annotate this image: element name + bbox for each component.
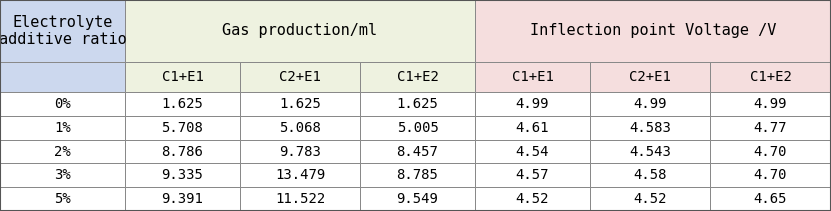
Bar <box>125 0 475 62</box>
Text: 4.77: 4.77 <box>754 121 787 135</box>
Bar <box>360 140 475 163</box>
Text: 8.457: 8.457 <box>396 145 439 158</box>
Bar <box>475 62 590 92</box>
Bar <box>0 0 125 62</box>
Bar <box>125 92 240 116</box>
Bar <box>240 92 360 116</box>
Bar <box>590 62 710 92</box>
Bar <box>125 163 240 187</box>
Bar <box>710 140 831 163</box>
Text: 8.785: 8.785 <box>396 168 439 182</box>
Text: 0%: 0% <box>54 97 71 111</box>
Text: Gas production/ml: Gas production/ml <box>223 23 377 38</box>
Text: 4.70: 4.70 <box>754 145 787 158</box>
Text: 4.543: 4.543 <box>629 145 671 158</box>
Bar <box>360 163 475 187</box>
Bar <box>475 116 590 140</box>
Bar <box>475 92 590 116</box>
Bar <box>240 187 360 211</box>
Bar <box>240 163 360 187</box>
Bar <box>125 140 240 163</box>
Bar <box>475 187 590 211</box>
Bar <box>240 62 360 92</box>
Text: 4.54: 4.54 <box>516 145 549 158</box>
Text: 4.61: 4.61 <box>516 121 549 135</box>
Text: Electrolyte
additive ratio: Electrolyte additive ratio <box>0 15 126 47</box>
Text: 1%: 1% <box>54 121 71 135</box>
Bar <box>0 92 125 116</box>
Text: 9.549: 9.549 <box>396 192 439 206</box>
Text: 8.786: 8.786 <box>161 145 204 158</box>
Bar <box>710 92 831 116</box>
Text: 13.479: 13.479 <box>275 168 325 182</box>
Text: C1+E1: C1+E1 <box>161 70 204 84</box>
Bar <box>240 140 360 163</box>
Bar <box>590 92 710 116</box>
Text: 11.522: 11.522 <box>275 192 325 206</box>
Bar <box>125 62 240 92</box>
Text: C2+E1: C2+E1 <box>629 70 671 84</box>
Text: C1+E1: C1+E1 <box>512 70 553 84</box>
Text: 4.583: 4.583 <box>629 121 671 135</box>
Text: 4.70: 4.70 <box>754 168 787 182</box>
Bar <box>0 187 125 211</box>
Bar <box>240 116 360 140</box>
Text: 9.391: 9.391 <box>161 192 204 206</box>
Text: 4.65: 4.65 <box>754 192 787 206</box>
Text: 3%: 3% <box>54 168 71 182</box>
Text: 5.068: 5.068 <box>279 121 321 135</box>
Bar <box>590 187 710 211</box>
Bar <box>360 92 475 116</box>
Bar <box>0 62 125 92</box>
Text: 5.005: 5.005 <box>396 121 439 135</box>
Bar <box>590 140 710 163</box>
Text: 4.52: 4.52 <box>516 192 549 206</box>
Bar <box>360 116 475 140</box>
Text: 4.52: 4.52 <box>633 192 666 206</box>
Bar <box>710 62 831 92</box>
Bar <box>710 163 831 187</box>
Text: 4.57: 4.57 <box>516 168 549 182</box>
Text: 4.99: 4.99 <box>516 97 549 111</box>
Text: 9.335: 9.335 <box>161 168 204 182</box>
Bar <box>475 163 590 187</box>
Bar <box>0 163 125 187</box>
Bar <box>360 187 475 211</box>
Text: 4.58: 4.58 <box>633 168 666 182</box>
Text: Inflection point Voltage /V: Inflection point Voltage /V <box>530 23 776 38</box>
Text: C2+E1: C2+E1 <box>279 70 321 84</box>
Text: 2%: 2% <box>54 145 71 158</box>
Text: 1.625: 1.625 <box>161 97 204 111</box>
Text: 1.625: 1.625 <box>279 97 321 111</box>
Bar <box>590 116 710 140</box>
Text: 9.783: 9.783 <box>279 145 321 158</box>
Bar <box>125 187 240 211</box>
Bar <box>590 163 710 187</box>
Bar <box>360 62 475 92</box>
Text: 5.708: 5.708 <box>161 121 204 135</box>
Bar <box>0 116 125 140</box>
Text: C1+E2: C1+E2 <box>750 70 791 84</box>
Text: 1.625: 1.625 <box>396 97 439 111</box>
Text: 5%: 5% <box>54 192 71 206</box>
Bar <box>475 0 831 62</box>
Bar <box>125 116 240 140</box>
Bar <box>0 140 125 163</box>
Text: 4.99: 4.99 <box>754 97 787 111</box>
Bar <box>475 140 590 163</box>
Text: C1+E2: C1+E2 <box>396 70 439 84</box>
Bar <box>710 116 831 140</box>
Bar <box>710 187 831 211</box>
Text: 4.99: 4.99 <box>633 97 666 111</box>
